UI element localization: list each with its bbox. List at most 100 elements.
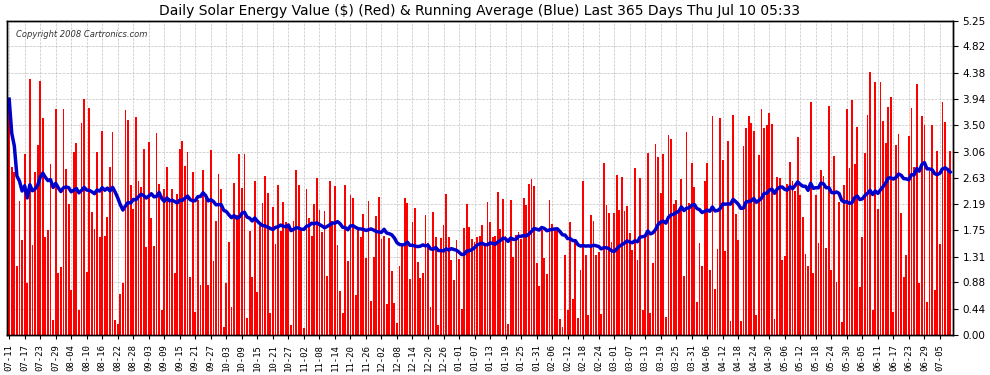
Bar — [88, 108, 90, 335]
Bar — [771, 124, 773, 335]
Bar — [489, 222, 491, 335]
Bar — [843, 185, 845, 335]
Bar — [853, 164, 855, 335]
Bar — [247, 318, 248, 335]
Bar — [556, 230, 558, 335]
Bar — [826, 248, 827, 335]
Bar — [218, 174, 220, 335]
Bar — [86, 272, 88, 335]
Bar — [223, 327, 225, 335]
Bar — [342, 314, 344, 335]
Bar — [391, 272, 393, 335]
Bar — [228, 242, 230, 335]
Bar — [463, 228, 465, 335]
Bar — [776, 177, 778, 335]
Bar — [895, 145, 897, 335]
Bar — [468, 226, 470, 335]
Bar — [528, 183, 530, 335]
Bar — [446, 194, 447, 335]
Bar — [593, 220, 594, 335]
Bar — [32, 245, 34, 335]
Bar — [447, 237, 449, 335]
Bar — [691, 163, 693, 335]
Bar — [574, 240, 576, 335]
Bar — [916, 84, 918, 335]
Bar — [911, 108, 913, 335]
Bar — [11, 167, 13, 335]
Bar — [280, 231, 281, 335]
Bar — [14, 171, 15, 335]
Bar — [332, 221, 334, 335]
Bar — [73, 152, 74, 335]
Bar — [65, 168, 67, 335]
Bar — [872, 310, 873, 335]
Bar — [874, 82, 876, 335]
Bar — [127, 120, 129, 335]
Bar — [913, 167, 915, 335]
Bar — [590, 215, 592, 335]
Bar — [797, 137, 799, 335]
Bar — [200, 285, 201, 335]
Bar — [476, 237, 478, 335]
Bar — [184, 166, 186, 335]
Bar — [577, 318, 579, 335]
Bar — [831, 270, 833, 335]
Bar — [709, 270, 711, 335]
Bar — [104, 236, 106, 335]
Bar — [360, 237, 361, 335]
Bar — [340, 291, 341, 335]
Bar — [733, 115, 734, 335]
Bar — [725, 251, 727, 335]
Bar — [919, 283, 920, 335]
Bar — [435, 237, 437, 335]
Bar — [859, 287, 860, 335]
Bar — [450, 260, 452, 335]
Bar — [949, 151, 951, 335]
Bar — [906, 255, 907, 335]
Bar — [696, 302, 698, 335]
Bar — [407, 202, 408, 335]
Bar — [903, 278, 905, 335]
Bar — [815, 195, 817, 335]
Bar — [497, 192, 499, 335]
Bar — [91, 212, 93, 335]
Bar — [125, 110, 127, 335]
Bar — [551, 224, 553, 335]
Bar — [600, 314, 602, 335]
Bar — [644, 237, 646, 335]
Bar — [287, 226, 289, 335]
Bar — [40, 81, 42, 335]
Bar — [533, 186, 535, 335]
Bar — [173, 273, 175, 335]
Bar — [564, 255, 566, 335]
Bar — [937, 151, 939, 335]
Bar — [34, 172, 36, 335]
Bar — [921, 117, 923, 335]
Bar — [598, 252, 600, 335]
Text: Copyright 2008 Cartronics.com: Copyright 2008 Cartronics.com — [16, 30, 148, 39]
Bar — [492, 237, 494, 335]
Bar — [885, 143, 886, 335]
Bar — [160, 310, 162, 335]
Bar — [150, 218, 152, 335]
Bar — [869, 72, 871, 335]
Bar — [634, 168, 636, 335]
Bar — [153, 246, 154, 335]
Bar — [378, 196, 380, 335]
Bar — [197, 200, 199, 335]
Bar — [861, 237, 863, 335]
Bar — [45, 237, 47, 335]
Bar — [285, 222, 287, 335]
Bar — [251, 278, 253, 335]
Bar — [866, 115, 868, 335]
Bar — [306, 189, 307, 335]
Bar — [308, 218, 310, 335]
Bar — [319, 210, 321, 335]
Bar — [282, 202, 284, 335]
Bar — [244, 154, 246, 335]
Bar — [523, 198, 525, 335]
Bar — [649, 313, 651, 335]
Bar — [430, 307, 432, 335]
Bar — [67, 204, 69, 335]
Bar — [234, 183, 235, 335]
